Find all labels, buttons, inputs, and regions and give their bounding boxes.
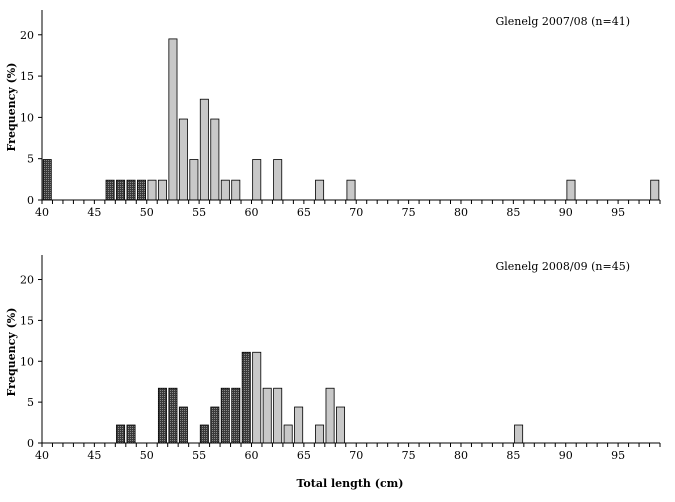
- x-tick-label: 85: [506, 449, 520, 462]
- x-tick-label: 40: [35, 206, 49, 219]
- histogram-bar: [315, 180, 323, 200]
- x-tick-label: 40: [35, 449, 49, 462]
- x-tick-label: 85: [506, 206, 520, 219]
- histogram-bar: [116, 180, 124, 200]
- y-tick-label: 20: [20, 274, 34, 287]
- histogram-bar: [158, 180, 166, 200]
- y-axis-title: Frequency (%): [5, 308, 18, 397]
- histogram-bar: [567, 180, 575, 200]
- bars: [116, 352, 522, 443]
- x-tick-label: 75: [402, 449, 416, 462]
- histogram-bar: [200, 425, 208, 443]
- histogram-bar: [190, 160, 198, 200]
- y-tick-label: 5: [27, 153, 34, 166]
- y-tick-label: 15: [20, 314, 34, 327]
- histogram-bar: [232, 388, 240, 443]
- histogram-bar: [116, 425, 124, 443]
- x-tick-label: 70: [349, 206, 363, 219]
- y-tick-label: 20: [20, 29, 34, 42]
- x-tick-label: 55: [192, 206, 206, 219]
- histogram-bar: [232, 180, 240, 200]
- y-tick-label: 0: [27, 194, 34, 207]
- x-tick-label: 80: [454, 449, 468, 462]
- x-tick-label: 90: [559, 449, 573, 462]
- histogram-bar: [274, 388, 282, 443]
- histogram-bar: [137, 180, 145, 200]
- x-tick-label: 45: [87, 206, 101, 219]
- histogram-bar: [221, 388, 229, 443]
- x-tick-label: 45: [87, 449, 101, 462]
- x-tick-label: 65: [297, 206, 311, 219]
- y-tick-label: 10: [20, 355, 34, 368]
- histogram-bar: [347, 180, 355, 200]
- histogram-bar: [43, 160, 51, 200]
- histogram-bar: [211, 119, 219, 200]
- x-tick-label: 75: [402, 206, 416, 219]
- x-tick-label: 50: [140, 206, 154, 219]
- y-tick-label: 0: [27, 437, 34, 450]
- histogram-bar: [179, 119, 187, 200]
- panel-title: Glenelg 2007/08 (n=41): [495, 15, 630, 28]
- axes: 0 5 10 15 20 40 45 50 55 60 65 70 75 80 85 90 95: [20, 10, 660, 219]
- histogram-bar: [158, 388, 166, 443]
- histogram-bar: [106, 180, 114, 200]
- x-tick-label: 95: [611, 206, 625, 219]
- bottom-histogram-panel: Glenelg 2008/09 (n=45) Frequency (%) Tot…: [5, 255, 660, 490]
- histogram-bar: [127, 425, 135, 443]
- histogram-bar: [253, 352, 261, 443]
- histogram-bar: [242, 352, 250, 443]
- y-tick-label: 5: [27, 396, 34, 409]
- y-axis-title: Frequency (%): [5, 63, 18, 152]
- x-tick-label: 55: [192, 449, 206, 462]
- bars: [43, 39, 659, 200]
- histogram-bar: [336, 407, 344, 443]
- histogram-bar: [127, 180, 135, 200]
- x-tick-label: 95: [611, 449, 625, 462]
- x-tick-label: 65: [297, 449, 311, 462]
- histogram-bar: [284, 425, 292, 443]
- histogram-bar: [221, 180, 229, 200]
- histogram-bar: [148, 180, 156, 200]
- y-tick-label: 15: [20, 70, 34, 83]
- x-axis-title: Total length (cm): [297, 477, 404, 490]
- y-tick-label: 10: [20, 111, 34, 124]
- top-histogram-panel: Glenelg 2007/08 (n=41) Frequency (%) 0 5 1…: [5, 10, 660, 219]
- panel-title: Glenelg 2008/09 (n=45): [495, 260, 630, 273]
- histogram-bar: [200, 99, 208, 200]
- histogram-bar: [274, 160, 282, 200]
- histogram-bar: [211, 407, 219, 443]
- histogram-bar: [515, 425, 523, 443]
- x-tick-label: 70: [349, 449, 363, 462]
- histogram-bar: [169, 39, 177, 200]
- x-tick-label: 50: [140, 449, 154, 462]
- histogram-bar: [169, 388, 177, 443]
- histogram-bar: [315, 425, 323, 443]
- histogram-bar: [326, 388, 334, 443]
- histogram-bar: [651, 180, 659, 200]
- x-tick-label: 60: [244, 206, 258, 219]
- x-tick-label: 80: [454, 206, 468, 219]
- x-tick-label: 90: [559, 206, 573, 219]
- histogram-bar: [253, 160, 261, 200]
- histogram-bar: [179, 407, 187, 443]
- histogram-bar: [263, 388, 271, 443]
- x-tick-label: 60: [244, 449, 258, 462]
- histogram-bar: [295, 407, 303, 443]
